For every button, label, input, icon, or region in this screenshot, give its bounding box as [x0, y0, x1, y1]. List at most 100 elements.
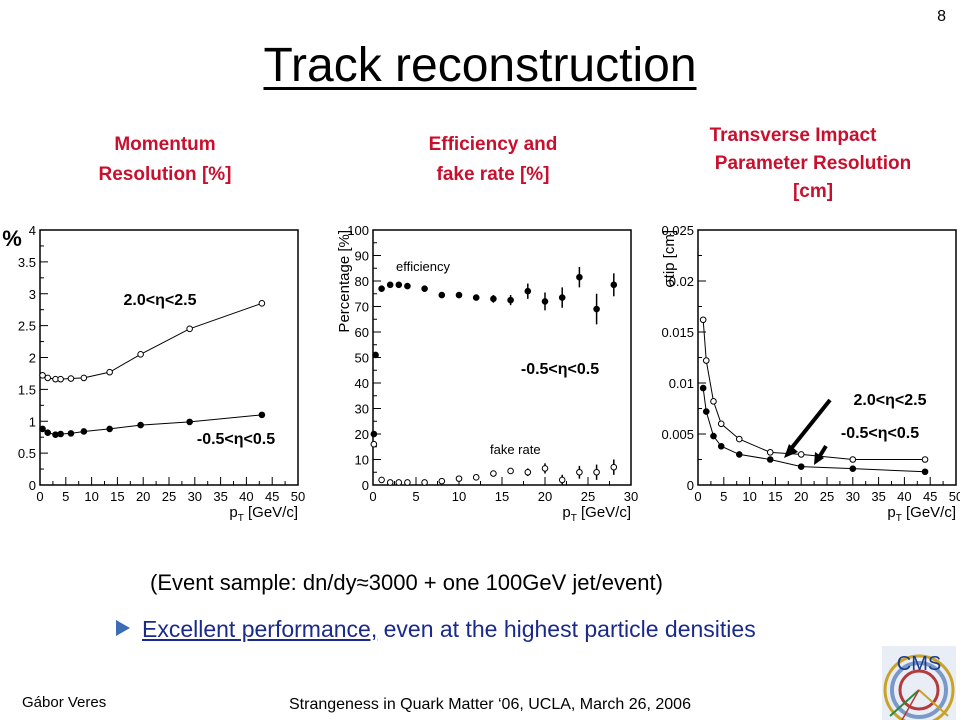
- data-point: [57, 430, 64, 438]
- y-tick-label: 2.5: [18, 319, 36, 334]
- data-point: [797, 451, 805, 458]
- data-point: [395, 281, 403, 289]
- data-point: [67, 375, 75, 382]
- data-point: [378, 476, 385, 484]
- data-point: [490, 295, 497, 303]
- data-point: [106, 425, 113, 433]
- data-point: [137, 421, 144, 429]
- y-tick-label: 10: [355, 453, 369, 468]
- x-tick-label: 0: [36, 489, 43, 504]
- data-point: [797, 463, 805, 470]
- y-tick-label: 80: [355, 274, 369, 289]
- x-tick-label: 45: [923, 489, 937, 504]
- data-point: [766, 449, 774, 456]
- data-point: [717, 442, 725, 450]
- y-axis-label: %: [2, 226, 22, 251]
- data-point: [702, 357, 710, 364]
- data-point: [386, 479, 394, 486]
- panel-label-line: Transverse Impact: [709, 125, 877, 146]
- x-tick-label: 30: [624, 489, 638, 504]
- annotation-eta-range: -0.5<η<0.5: [521, 361, 599, 378]
- x-tick-label: 20: [136, 489, 150, 504]
- author-name: Gábor Veres: [22, 694, 107, 711]
- y-tick-label: 0: [362, 478, 369, 493]
- x-tick-label: 35: [213, 489, 227, 504]
- panel-label-line: Momentum: [114, 134, 216, 155]
- y-tick-label: 0.01: [669, 376, 694, 391]
- y-tick-label: 0: [29, 478, 36, 493]
- data-point: [710, 398, 717, 405]
- data-point: [39, 372, 46, 379]
- footer-text: Strangeness in Quark Matter ‘06, UCLA, M…: [289, 696, 691, 713]
- data-point: [921, 456, 929, 463]
- data-point: [370, 430, 378, 438]
- x-tick-label: 15: [110, 489, 124, 504]
- data-point: [186, 418, 193, 426]
- y-axis-label: σtip [cm]: [661, 230, 678, 288]
- data-point: [378, 285, 385, 292]
- data-point: [849, 456, 857, 463]
- y-tick-label: 1.5: [18, 382, 36, 397]
- data-point: [710, 432, 717, 440]
- callout-arrowhead: [814, 452, 824, 465]
- data-point: [699, 316, 707, 324]
- data-point: [370, 440, 378, 448]
- data-point: [507, 467, 514, 475]
- annotation-fake-rate: fake rate: [490, 442, 541, 457]
- y-tick-label: 30: [355, 402, 369, 417]
- cms-logo-text: CMS: [897, 653, 941, 675]
- data-point: [258, 411, 266, 419]
- data-point: [541, 298, 549, 305]
- data-point: [735, 435, 743, 443]
- data-point: [39, 425, 46, 433]
- y-tick-label: 1: [29, 414, 36, 429]
- y-axis-label: Percentage [%]: [336, 230, 353, 333]
- data-point: [455, 475, 463, 482]
- series-label: -0.5<η<0.5: [197, 431, 275, 448]
- x-tick-label: 20: [538, 489, 552, 504]
- callout-arrowhead: [784, 444, 798, 458]
- data-point: [593, 305, 600, 313]
- panel-label-impact: Transverse Impact Parameter Resolution […: [668, 122, 958, 206]
- excellent-performance-link[interactable]: Excellent performance,: [142, 616, 378, 642]
- x-tick-label: 0: [369, 489, 376, 504]
- data-point: [593, 468, 600, 476]
- x-tick-label: 10: [742, 489, 756, 504]
- panel-label-line: fake rate [%]: [436, 164, 550, 185]
- series-line: [42, 302, 263, 380]
- x-tick-label: 15: [495, 489, 509, 504]
- data-point: [186, 325, 193, 333]
- data-point: [610, 281, 618, 289]
- data-point: [57, 375, 64, 383]
- data-point: [472, 474, 480, 481]
- panel-label-line: [cm]: [792, 181, 834, 202]
- data-point: [438, 291, 446, 299]
- x-tick-label: 20: [794, 489, 808, 504]
- y-tick-label: 0.025: [661, 223, 694, 238]
- panel-label-momentum: Momentum Resolution [%]: [40, 130, 290, 190]
- y-tick-label: 20: [355, 427, 369, 442]
- data-point: [717, 420, 725, 428]
- x-tick-label: 45: [265, 489, 279, 504]
- data-point: [80, 428, 88, 435]
- x-tick-label: 25: [820, 489, 834, 504]
- x-tick-label: 40: [239, 489, 253, 504]
- bullet-text: even at the highest particle densities: [377, 616, 756, 642]
- slide-title: Track reconstruction: [263, 39, 697, 92]
- data-point: [610, 463, 618, 471]
- callout-arrow: [788, 398, 832, 452]
- data-point: [67, 430, 75, 437]
- page-number: 8: [937, 8, 946, 25]
- data-point: [137, 351, 144, 358]
- cms-logo-icon: CMS: [882, 646, 956, 720]
- data-point: [524, 287, 532, 295]
- x-tick-label: 30: [188, 489, 202, 504]
- data-point: [386, 281, 394, 289]
- data-point: [44, 429, 52, 437]
- y-tick-label: 0.015: [661, 325, 694, 340]
- data-point: [404, 479, 411, 486]
- series-label: 2.0<η<2.5: [124, 292, 197, 309]
- y-tick-label: 2: [29, 351, 36, 366]
- y-tick-label: 70: [355, 300, 369, 315]
- bullet-arrow-icon: [116, 620, 130, 636]
